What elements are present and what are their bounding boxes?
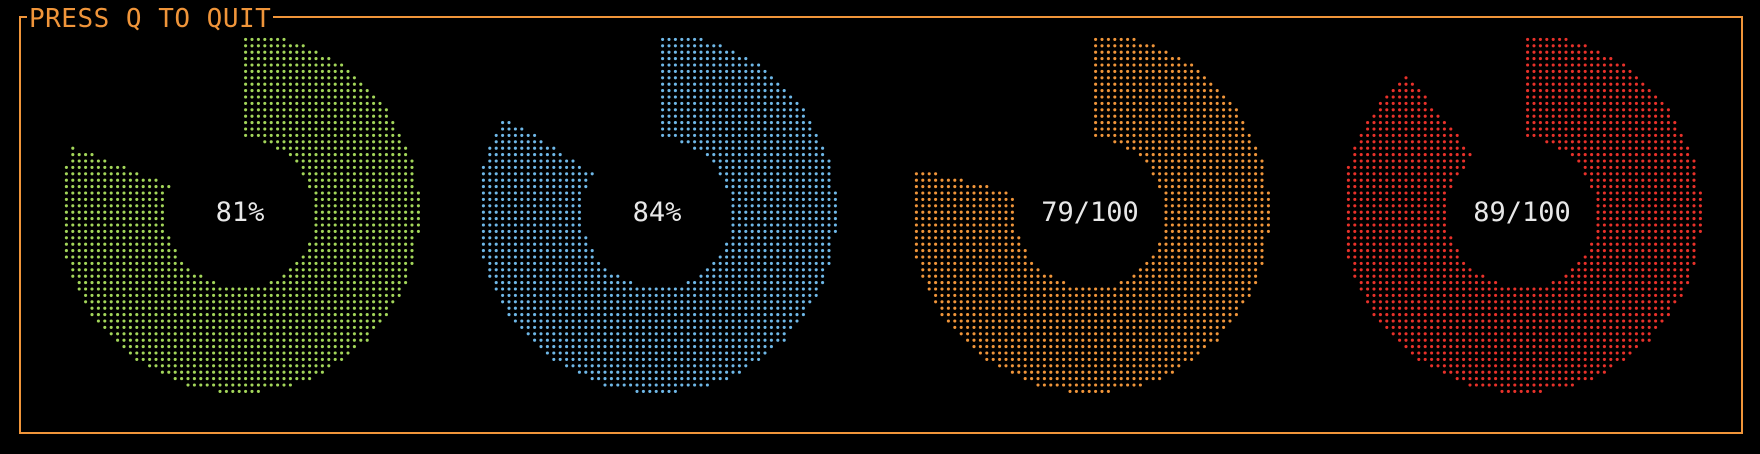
gauge-ring (481, 37, 837, 393)
gauge-ring (914, 37, 1270, 393)
gauge-value-label: 89/100 (1473, 197, 1571, 228)
gauge-ring (1346, 37, 1702, 393)
gauge-cpu: 81% (30, 36, 450, 396)
gauge-value-label: 79/100 (1041, 197, 1139, 228)
gauge-memory: 84% (447, 36, 867, 396)
panel-title: PRESS Q TO QUIT (27, 2, 274, 36)
gauge-ring (64, 37, 420, 393)
gauge-value-label: 81% (215, 197, 265, 228)
gauge-score-a: 79/100 (880, 36, 1300, 396)
gauge-panel-frame (19, 16, 1743, 434)
gauge-value-label: 84% (632, 197, 682, 228)
gauge-score-b: 89/100 (1312, 36, 1732, 396)
